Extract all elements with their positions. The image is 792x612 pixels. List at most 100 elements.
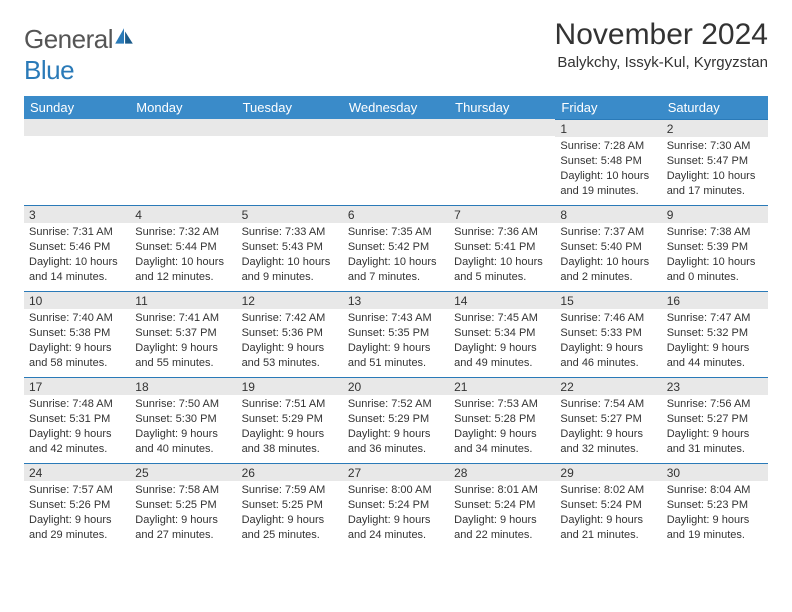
title-block: November 2024 Balykchy, Issyk-Kul, Kyrgy… bbox=[555, 18, 768, 71]
day-detail: Sunrise: 8:04 AMSunset: 5:23 PMDaylight:… bbox=[662, 481, 768, 546]
day-detail: Sunrise: 7:52 AMSunset: 5:29 PMDaylight:… bbox=[343, 395, 449, 460]
calendar-day-cell: 20Sunrise: 7:52 AMSunset: 5:29 PMDayligh… bbox=[343, 377, 449, 463]
day-detail: Sunrise: 7:51 AMSunset: 5:29 PMDaylight:… bbox=[237, 395, 343, 460]
day-detail: Sunrise: 7:56 AMSunset: 5:27 PMDaylight:… bbox=[662, 395, 768, 460]
day-number: 20 bbox=[343, 377, 449, 395]
day-number: 10 bbox=[24, 291, 130, 309]
weekday-header: Sunday bbox=[24, 96, 130, 119]
day-number: 27 bbox=[343, 463, 449, 481]
weekday-header: Monday bbox=[130, 96, 236, 119]
day-number: 9 bbox=[662, 205, 768, 223]
day-number: 13 bbox=[343, 291, 449, 309]
day-number: 18 bbox=[130, 377, 236, 395]
calendar-empty-cell bbox=[449, 119, 555, 205]
day-number: 22 bbox=[555, 377, 661, 395]
calendar-day-cell: 14Sunrise: 7:45 AMSunset: 5:34 PMDayligh… bbox=[449, 291, 555, 377]
calendar-day-cell: 17Sunrise: 7:48 AMSunset: 5:31 PMDayligh… bbox=[24, 377, 130, 463]
calendar-day-cell: 4Sunrise: 7:32 AMSunset: 5:44 PMDaylight… bbox=[130, 205, 236, 291]
day-detail: Sunrise: 7:38 AMSunset: 5:39 PMDaylight:… bbox=[662, 223, 768, 288]
calendar-day-cell: 12Sunrise: 7:42 AMSunset: 5:36 PMDayligh… bbox=[237, 291, 343, 377]
day-number: 12 bbox=[237, 291, 343, 309]
calendar-day-cell: 11Sunrise: 7:41 AMSunset: 5:37 PMDayligh… bbox=[130, 291, 236, 377]
day-detail: Sunrise: 7:53 AMSunset: 5:28 PMDaylight:… bbox=[449, 395, 555, 460]
day-detail: Sunrise: 7:28 AMSunset: 5:48 PMDaylight:… bbox=[555, 137, 661, 202]
day-detail: Sunrise: 7:59 AMSunset: 5:25 PMDaylight:… bbox=[237, 481, 343, 546]
weekday-header: Saturday bbox=[662, 96, 768, 119]
day-detail: Sunrise: 7:48 AMSunset: 5:31 PMDaylight:… bbox=[24, 395, 130, 460]
calendar-empty-cell bbox=[130, 119, 236, 205]
day-detail: Sunrise: 7:33 AMSunset: 5:43 PMDaylight:… bbox=[237, 223, 343, 288]
calendar-day-cell: 15Sunrise: 7:46 AMSunset: 5:33 PMDayligh… bbox=[555, 291, 661, 377]
day-number: 29 bbox=[555, 463, 661, 481]
day-detail: Sunrise: 7:42 AMSunset: 5:36 PMDaylight:… bbox=[237, 309, 343, 374]
day-detail: Sunrise: 8:01 AMSunset: 5:24 PMDaylight:… bbox=[449, 481, 555, 546]
day-detail: Sunrise: 7:37 AMSunset: 5:40 PMDaylight:… bbox=[555, 223, 661, 288]
calendar-day-cell: 22Sunrise: 7:54 AMSunset: 5:27 PMDayligh… bbox=[555, 377, 661, 463]
day-detail: Sunrise: 8:00 AMSunset: 5:24 PMDaylight:… bbox=[343, 481, 449, 546]
calendar-day-cell: 9Sunrise: 7:38 AMSunset: 5:39 PMDaylight… bbox=[662, 205, 768, 291]
calendar-day-cell: 5Sunrise: 7:33 AMSunset: 5:43 PMDaylight… bbox=[237, 205, 343, 291]
logo-sail-icon bbox=[113, 26, 135, 48]
calendar-empty-cell bbox=[24, 119, 130, 205]
day-number: 1 bbox=[555, 119, 661, 137]
calendar-day-cell: 2Sunrise: 7:30 AMSunset: 5:47 PMDaylight… bbox=[662, 119, 768, 205]
day-number: 4 bbox=[130, 205, 236, 223]
calendar-table: SundayMondayTuesdayWednesdayThursdayFrid… bbox=[24, 96, 768, 549]
brand-logo: GeneralBlue bbox=[24, 18, 135, 86]
calendar-day-cell: 27Sunrise: 8:00 AMSunset: 5:24 PMDayligh… bbox=[343, 463, 449, 549]
day-detail: Sunrise: 7:45 AMSunset: 5:34 PMDaylight:… bbox=[449, 309, 555, 374]
day-number: 14 bbox=[449, 291, 555, 309]
day-detail: Sunrise: 7:30 AMSunset: 5:47 PMDaylight:… bbox=[662, 137, 768, 202]
calendar-page: GeneralBlue November 2024 Balykchy, Issy… bbox=[0, 0, 792, 612]
calendar-day-cell: 21Sunrise: 7:53 AMSunset: 5:28 PMDayligh… bbox=[449, 377, 555, 463]
day-number: 25 bbox=[130, 463, 236, 481]
weekday-header: Wednesday bbox=[343, 96, 449, 119]
calendar-day-cell: 26Sunrise: 7:59 AMSunset: 5:25 PMDayligh… bbox=[237, 463, 343, 549]
weekday-header: Tuesday bbox=[237, 96, 343, 119]
day-detail: Sunrise: 7:58 AMSunset: 5:25 PMDaylight:… bbox=[130, 481, 236, 546]
calendar-day-cell: 6Sunrise: 7:35 AMSunset: 5:42 PMDaylight… bbox=[343, 205, 449, 291]
location-text: Balykchy, Issyk-Kul, Kyrgyzstan bbox=[555, 54, 768, 71]
day-number: 2 bbox=[662, 119, 768, 137]
day-number: 28 bbox=[449, 463, 555, 481]
day-detail: Sunrise: 7:36 AMSunset: 5:41 PMDaylight:… bbox=[449, 223, 555, 288]
day-detail: Sunrise: 7:47 AMSunset: 5:32 PMDaylight:… bbox=[662, 309, 768, 374]
calendar-day-cell: 23Sunrise: 7:56 AMSunset: 5:27 PMDayligh… bbox=[662, 377, 768, 463]
day-detail: Sunrise: 7:46 AMSunset: 5:33 PMDaylight:… bbox=[555, 309, 661, 374]
day-detail: Sunrise: 7:35 AMSunset: 5:42 PMDaylight:… bbox=[343, 223, 449, 288]
day-number: 16 bbox=[662, 291, 768, 309]
day-number: 8 bbox=[555, 205, 661, 223]
day-number: 17 bbox=[24, 377, 130, 395]
calendar-day-cell: 30Sunrise: 8:04 AMSunset: 5:23 PMDayligh… bbox=[662, 463, 768, 549]
day-number: 7 bbox=[449, 205, 555, 223]
day-detail: Sunrise: 7:50 AMSunset: 5:30 PMDaylight:… bbox=[130, 395, 236, 460]
calendar-day-cell: 24Sunrise: 7:57 AMSunset: 5:26 PMDayligh… bbox=[24, 463, 130, 549]
calendar-empty-cell bbox=[343, 119, 449, 205]
day-number: 24 bbox=[24, 463, 130, 481]
calendar-day-cell: 16Sunrise: 7:47 AMSunset: 5:32 PMDayligh… bbox=[662, 291, 768, 377]
calendar-day-cell: 28Sunrise: 8:01 AMSunset: 5:24 PMDayligh… bbox=[449, 463, 555, 549]
day-number: 5 bbox=[237, 205, 343, 223]
calendar-day-cell: 13Sunrise: 7:43 AMSunset: 5:35 PMDayligh… bbox=[343, 291, 449, 377]
day-number: 6 bbox=[343, 205, 449, 223]
calendar-day-cell: 10Sunrise: 7:40 AMSunset: 5:38 PMDayligh… bbox=[24, 291, 130, 377]
day-detail: Sunrise: 7:54 AMSunset: 5:27 PMDaylight:… bbox=[555, 395, 661, 460]
weekday-header: Friday bbox=[555, 96, 661, 119]
calendar-day-cell: 29Sunrise: 8:02 AMSunset: 5:24 PMDayligh… bbox=[555, 463, 661, 549]
calendar-day-cell: 8Sunrise: 7:37 AMSunset: 5:40 PMDaylight… bbox=[555, 205, 661, 291]
day-number: 3 bbox=[24, 205, 130, 223]
logo-text: GeneralBlue bbox=[24, 24, 135, 86]
day-number: 11 bbox=[130, 291, 236, 309]
month-title: November 2024 bbox=[555, 18, 768, 52]
day-detail: Sunrise: 8:02 AMSunset: 5:24 PMDaylight:… bbox=[555, 481, 661, 546]
page-header: GeneralBlue November 2024 Balykchy, Issy… bbox=[24, 18, 768, 86]
day-detail: Sunrise: 7:43 AMSunset: 5:35 PMDaylight:… bbox=[343, 309, 449, 374]
day-detail: Sunrise: 7:57 AMSunset: 5:26 PMDaylight:… bbox=[24, 481, 130, 546]
calendar-day-cell: 19Sunrise: 7:51 AMSunset: 5:29 PMDayligh… bbox=[237, 377, 343, 463]
day-number: 26 bbox=[237, 463, 343, 481]
calendar-weekday-header: SundayMondayTuesdayWednesdayThursdayFrid… bbox=[24, 96, 768, 119]
day-detail: Sunrise: 7:41 AMSunset: 5:37 PMDaylight:… bbox=[130, 309, 236, 374]
calendar-day-cell: 25Sunrise: 7:58 AMSunset: 5:25 PMDayligh… bbox=[130, 463, 236, 549]
calendar-day-cell: 7Sunrise: 7:36 AMSunset: 5:41 PMDaylight… bbox=[449, 205, 555, 291]
day-number: 23 bbox=[662, 377, 768, 395]
